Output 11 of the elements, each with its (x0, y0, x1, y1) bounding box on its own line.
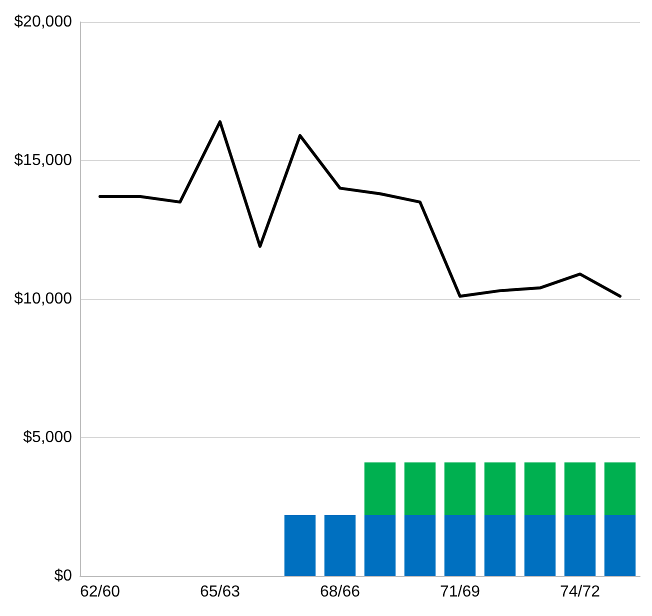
y-tick-label: $15,000 (14, 152, 72, 169)
y-tick-label: $20,000 (14, 14, 72, 30)
y-tick-label: $5,000 (23, 429, 72, 446)
y-tick-label: $10,000 (14, 290, 72, 308)
x-tick-label: 68/66 (320, 584, 360, 600)
x-tick-label: 62/60 (80, 584, 120, 600)
line-series (98, 120, 622, 298)
x-tick-label: 65/63 (200, 584, 240, 600)
x-tick-label: 74/72 (560, 584, 600, 600)
y-tick-label: $0 (54, 568, 72, 584)
x-tick-label: 71/69 (440, 584, 480, 600)
